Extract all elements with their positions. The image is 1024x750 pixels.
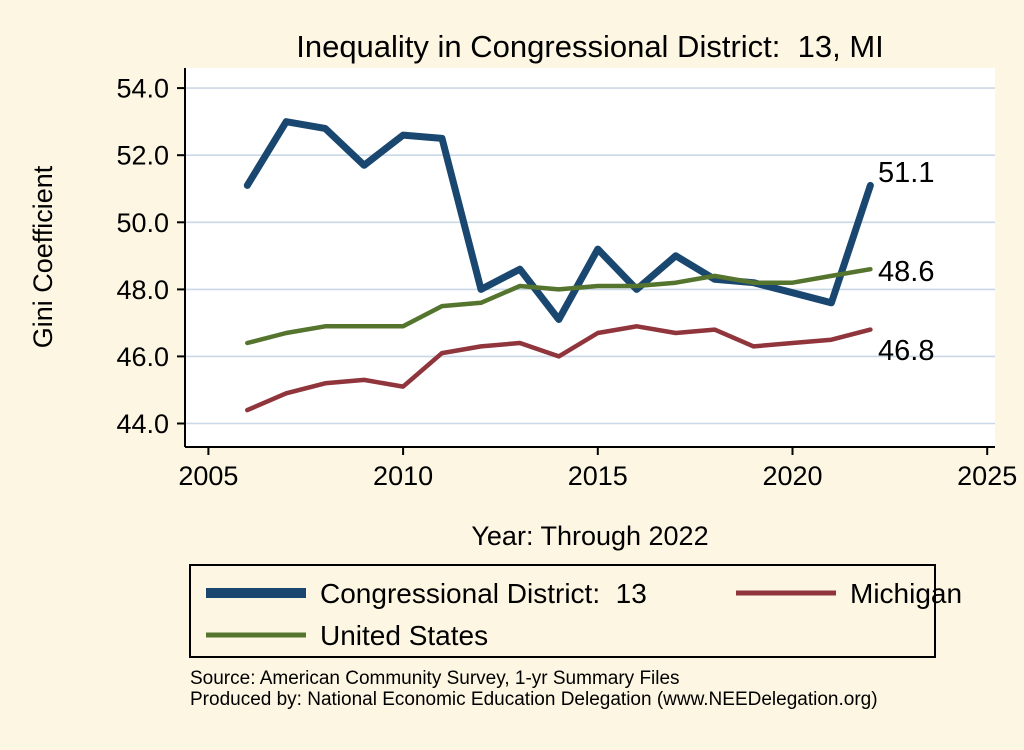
series-line-district-13: [243, 118, 874, 323]
y-tick-label: 44.0: [116, 409, 169, 439]
legend-label-district-13: Congressional District: 13: [320, 578, 647, 609]
series-line-michigan: [245, 324, 873, 413]
y-tick-label: 50.0: [116, 208, 169, 238]
legend-box: [189, 564, 936, 658]
end-label-district-13: 51.1: [878, 157, 934, 189]
gridlines: [185, 87, 995, 425]
produced-by-line: Produced by: National Economic Education…: [190, 689, 878, 710]
legend-label-united-states: United States: [320, 620, 488, 651]
legend: Congressional District: 13 Michigan Unit…: [189, 564, 962, 658]
x-tick-label: 2025: [957, 461, 1017, 491]
end-label-united-states: 48.6: [878, 256, 934, 288]
series-lines: [243, 118, 874, 413]
y-tick-label: 48.0: [116, 275, 169, 305]
legend-label-michigan: Michigan: [850, 578, 962, 609]
series-line-united-states: [245, 266, 873, 346]
source-line: Source: American Community Survey, 1-yr …: [190, 668, 680, 689]
y-ticks: 44.0 46.0 48.0 50.0 52.0 54.0: [116, 74, 185, 439]
x-axis-label: Year: Through 2022: [471, 521, 708, 551]
y-tick-label: 54.0: [116, 74, 169, 104]
end-label-michigan: 46.8: [878, 335, 934, 367]
y-axis-label: Gini Coefficient: [28, 165, 58, 348]
x-tick-label: 2005: [178, 461, 238, 491]
y-tick-label: 52.0: [116, 141, 169, 171]
x-tick-label: 2020: [762, 461, 822, 491]
x-tick-label: 2015: [568, 461, 628, 491]
x-tick-label: 2010: [373, 461, 433, 491]
y-tick-label: 46.0: [116, 342, 169, 372]
x-ticks: 2005 2010 2015 2020 2025: [178, 447, 1017, 491]
chart-title: Inequality in Congressional District: 13…: [296, 29, 884, 64]
